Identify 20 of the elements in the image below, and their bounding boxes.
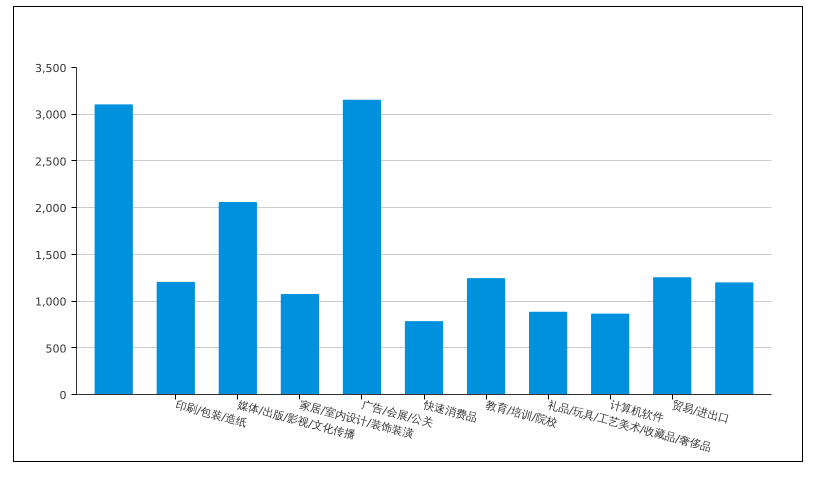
bar — [342, 100, 382, 394]
y-tick-label: 3,500 — [35, 62, 67, 75]
x-tick-label: 贸易/进出口 — [670, 398, 731, 426]
y-tick-label: 0 — [60, 389, 66, 402]
bar — [528, 312, 568, 394]
y-tick-label: 2,500 — [35, 155, 67, 168]
bar — [404, 321, 444, 394]
y-tick-label: 500 — [46, 342, 67, 356]
bar — [591, 314, 630, 394]
y-tick-label: 2,000 — [35, 202, 67, 216]
bar — [156, 282, 195, 394]
bar — [466, 278, 506, 394]
y-tick-label: 1,500 — [35, 248, 67, 262]
bar — [715, 282, 754, 394]
bar — [280, 294, 320, 394]
y-tick-label: 3,000 — [35, 108, 67, 122]
bar — [94, 104, 133, 394]
bar — [218, 202, 257, 394]
y-tick-label: 1,000 — [35, 296, 67, 309]
bar — [653, 277, 692, 394]
